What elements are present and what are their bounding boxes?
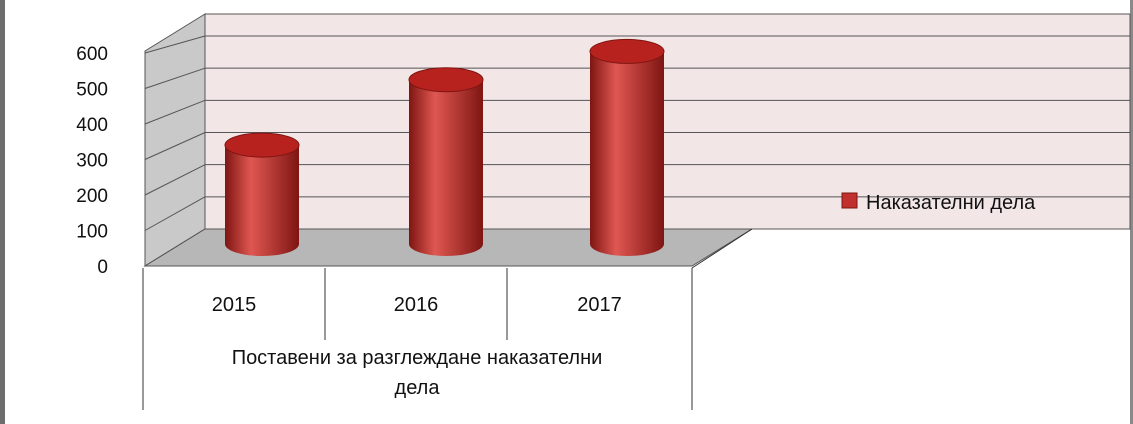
gridline-side	[144, 35, 206, 54]
bar-top	[408, 67, 484, 93]
legend-swatch	[841, 192, 858, 209]
y-tick-label: 200	[76, 186, 108, 207]
gridline-side	[144, 132, 206, 160]
x-tick-label: 2015	[212, 294, 257, 316]
x-tick-label: 2016	[394, 294, 439, 316]
bar-top	[224, 132, 300, 158]
category-group-label-line2: дела	[395, 377, 441, 399]
gridline-side	[144, 196, 206, 231]
bar-body	[409, 79, 483, 256]
bar-body	[225, 145, 299, 256]
bar-2015	[224, 132, 300, 256]
y-tick-label: 600	[76, 44, 108, 65]
y-tick-label: 500	[76, 80, 108, 101]
gridline-side	[144, 99, 206, 125]
gridline-side	[144, 67, 206, 89]
legend-label: Наказателни дела	[866, 192, 1036, 214]
y-tick-label: 300	[76, 151, 108, 172]
x-axis: 2015 2016 2017	[142, 228, 753, 410]
y-tick-label: 0	[97, 257, 108, 278]
bar-2017	[589, 38, 665, 256]
y-tick-label: 400	[76, 115, 108, 136]
y-axis: 0 100 200 300 400 500 600	[76, 44, 108, 278]
category-group-label-line1: Поставени за разглеждане наказателни	[232, 347, 603, 369]
x-tick-label: 2017	[577, 294, 622, 316]
back-wall	[204, 13, 1131, 230]
bar-body	[590, 51, 664, 256]
bar-top	[589, 38, 665, 64]
bars-group	[224, 38, 665, 256]
y-tick-label: 100	[76, 222, 108, 243]
bar-2016	[408, 67, 484, 256]
gridline-side	[144, 164, 206, 196]
side-wall	[144, 13, 206, 267]
legend: Наказателни дела	[841, 192, 1036, 214]
